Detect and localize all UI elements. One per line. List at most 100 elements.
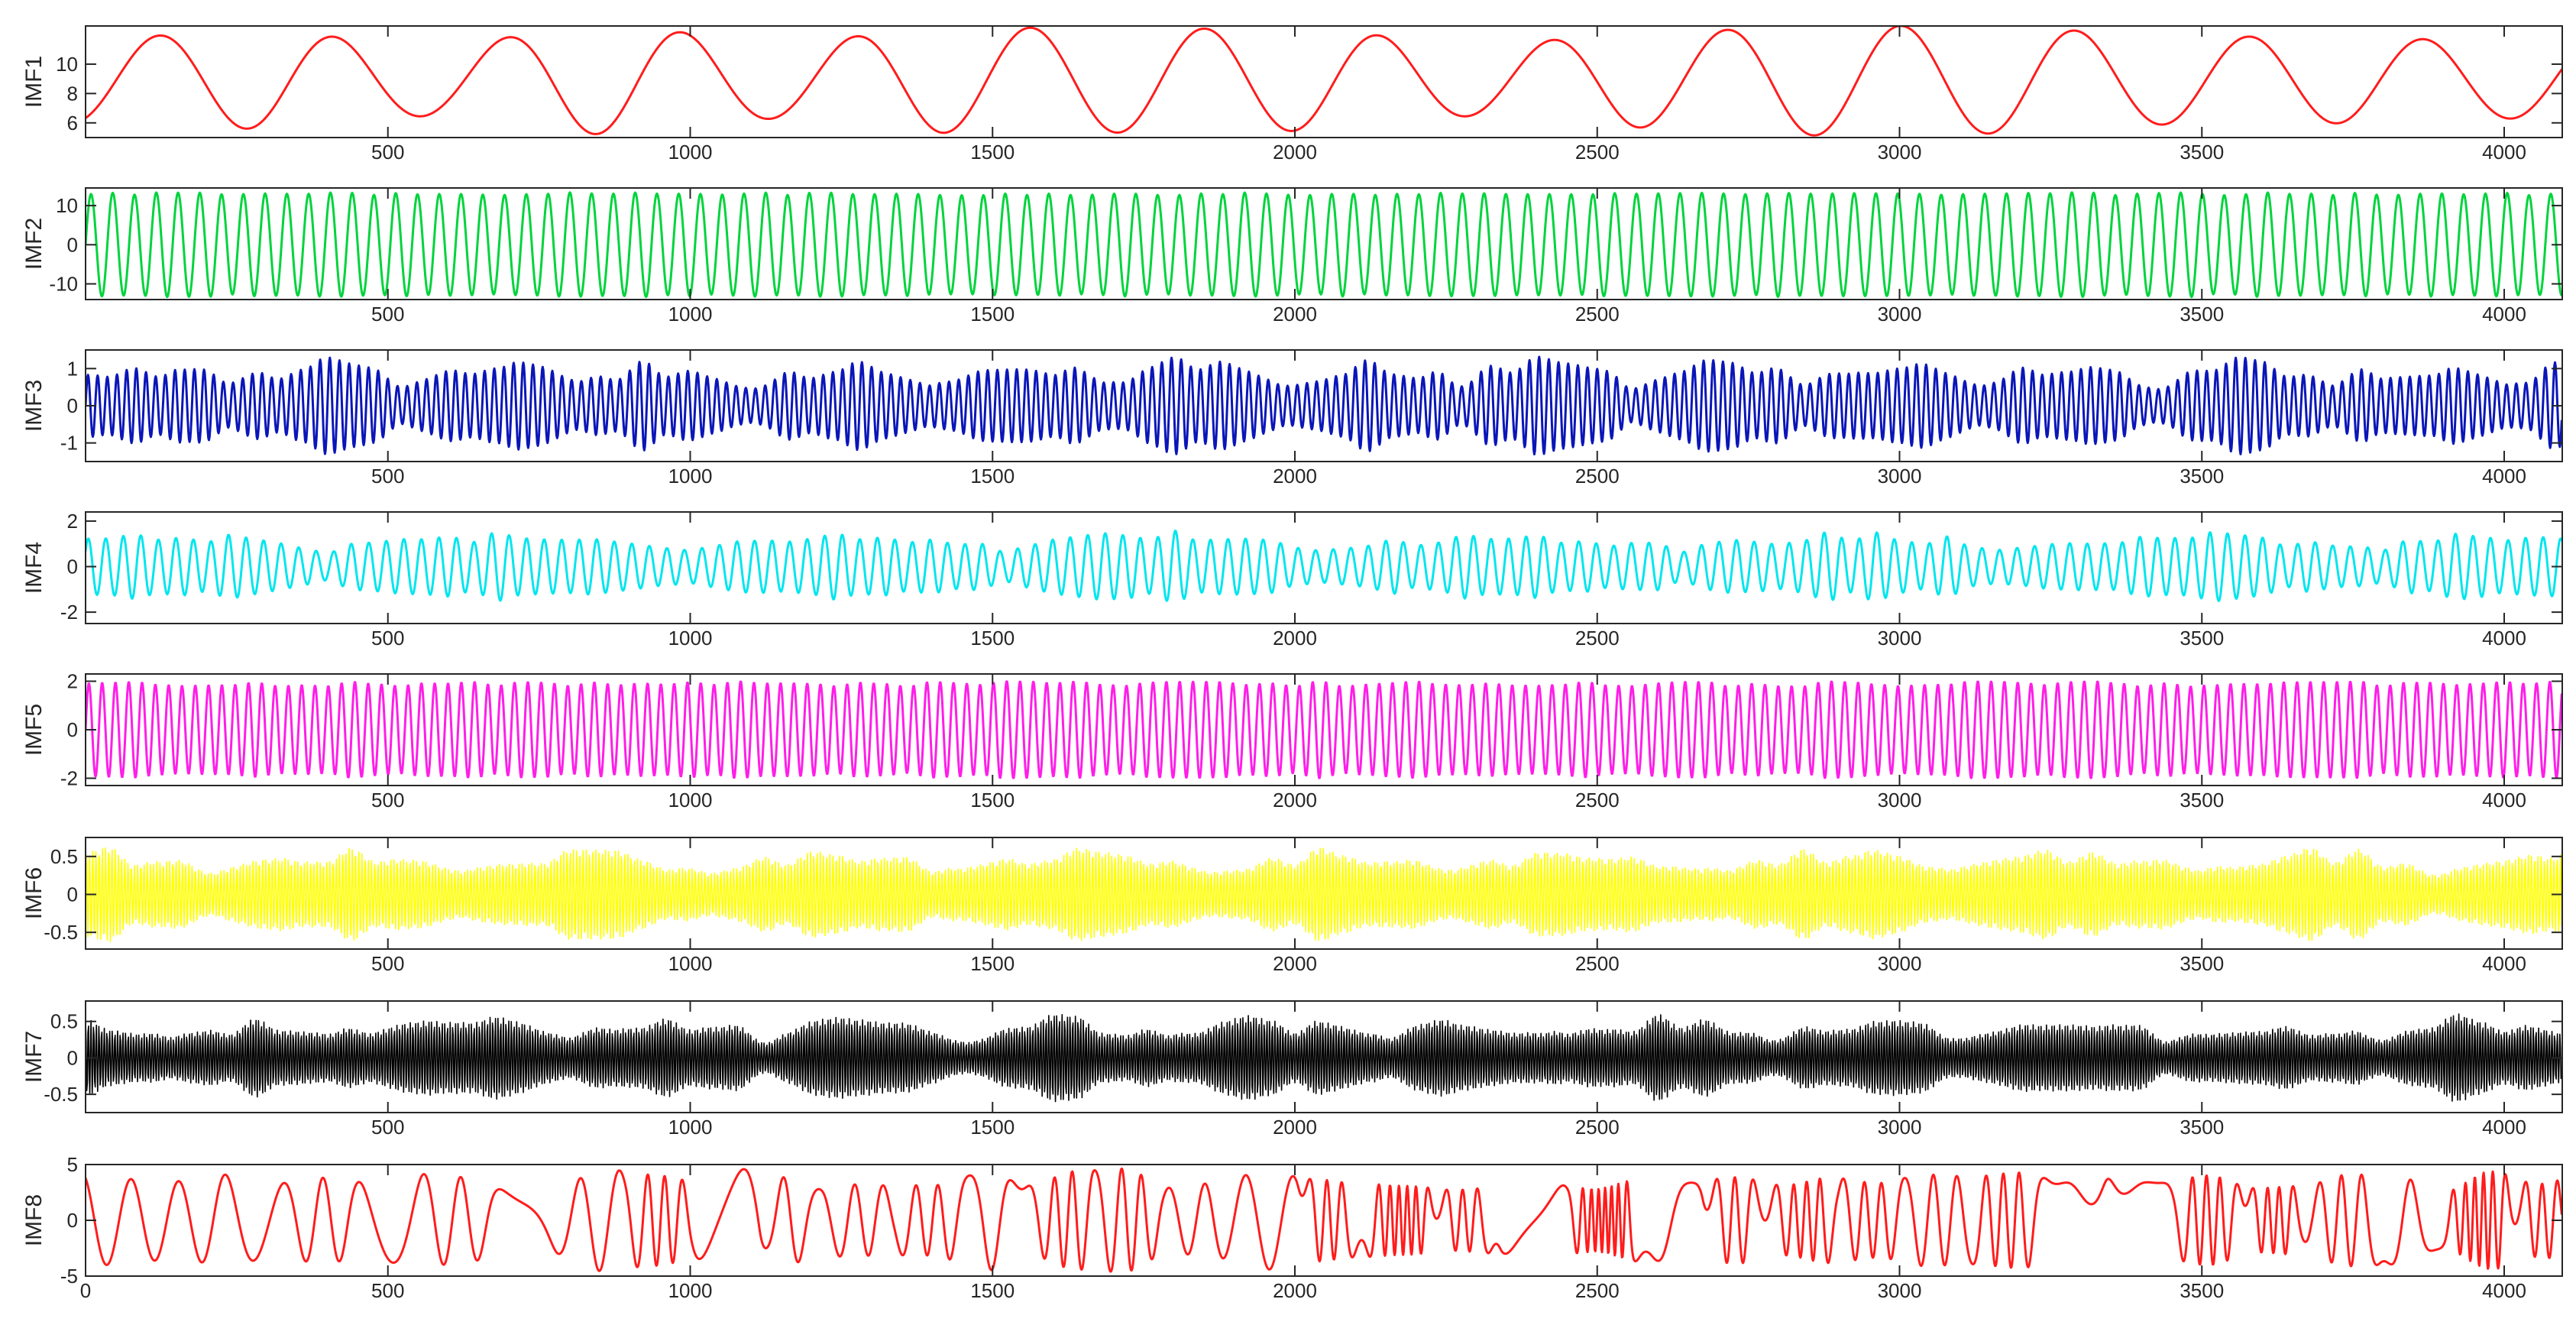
imf-panel: 500 1000 1500 2000 2500 3000 3500 4000 -2 0 2 IMF5: [21, 670, 2563, 812]
x-tick-label: 2500: [1575, 952, 1620, 975]
x-tick-label: 2500: [1575, 141, 1620, 164]
y-axis-label: IMF7: [21, 1031, 47, 1083]
x-tick-label: 1500: [970, 303, 1015, 326]
x-tick-label: 3000: [1878, 952, 1922, 975]
y-tick-label: 2: [67, 670, 78, 693]
x-tick-label: 4000: [2482, 952, 2526, 975]
y-tick-label: -10: [49, 273, 78, 296]
x-tick-label: 3000: [1878, 627, 1922, 650]
x-tick-label: 2500: [1575, 627, 1620, 650]
x-tick-label: 3000: [1878, 141, 1922, 164]
x-tick-label: 500: [371, 1279, 404, 1302]
x-tick-label: 3500: [2180, 303, 2224, 326]
x-tick-label: 1500: [970, 1279, 1015, 1302]
x-tick-label: 4000: [2482, 303, 2526, 326]
x-tick-label: 500: [371, 465, 404, 488]
x-tick-label: 2000: [1273, 141, 1317, 164]
y-tick-label: 0: [67, 233, 78, 256]
y-tick-label: 0.5: [50, 1010, 78, 1033]
x-tick-label: 500: [371, 627, 404, 650]
axes-frame: [85, 837, 2563, 950]
y-tick-label: 6: [67, 112, 78, 134]
series-line: [86, 530, 2562, 602]
imf-panel: 500 1000 1500 2000 2500 3000 3500 4000 -10 0 10 IMF…: [21, 187, 2563, 326]
y-tick-label: -2: [60, 601, 78, 624]
x-tick-label: 4000: [2482, 1116, 2526, 1139]
x-tick-label: 2000: [1273, 465, 1317, 488]
x-tick-label: 3500: [2180, 1279, 2224, 1302]
x-tick-label: 1500: [970, 789, 1015, 812]
series-line: [86, 847, 2562, 942]
axes-frame: [85, 187, 2563, 300]
y-tick-label: 0.5: [50, 845, 78, 868]
x-tick-label: 4000: [2482, 465, 2526, 488]
x-tick-label: 2000: [1273, 1116, 1317, 1139]
x-tick-label: 500: [371, 1116, 404, 1139]
series-line: [86, 1013, 2562, 1103]
y-tick-label: 5: [67, 1153, 78, 1176]
x-tick-label: 1000: [668, 789, 713, 812]
y-axis-label: IMF6: [21, 867, 47, 919]
y-tick-label: 8: [67, 82, 78, 105]
x-tick-label: 1500: [970, 465, 1015, 488]
x-tick-label: 2500: [1575, 465, 1620, 488]
y-tick-label: 0: [67, 394, 78, 417]
y-tick-label: 0: [67, 1209, 78, 1232]
y-tick-label: -1: [60, 432, 78, 455]
y-axis-label: IMF8: [21, 1194, 47, 1246]
x-tick-label: 4000: [2482, 627, 2526, 650]
imf-panels: 500 1000 1500 2000 2500 3000 3500 40006810IMF15…: [21, 25, 2563, 1302]
x-tick-label: 1500: [970, 1116, 1015, 1139]
x-tick-label: 3000: [1878, 303, 1922, 326]
x-tick-label: 4000: [2482, 1279, 2526, 1302]
x-tick-label: 1000: [668, 303, 713, 326]
x-tick-label: 3500: [2180, 952, 2224, 975]
x-tick-label: 2000: [1273, 1279, 1317, 1302]
x-tick-label: 3500: [2180, 627, 2224, 650]
y-tick-label: 0: [67, 883, 78, 905]
x-tick-label: 1000: [668, 627, 713, 650]
imf-panel: 500 1000 1500 2000 2500 3000 3500 4000 -2 0 2 IMF4: [21, 510, 2563, 650]
series-line: [86, 355, 2562, 455]
y-tick-label: -5: [60, 1265, 78, 1288]
x-tick-label: 500: [371, 141, 404, 164]
y-tick-label: 10: [56, 53, 78, 76]
y-tick-label: 0: [67, 718, 78, 741]
x-tick-label: 500: [371, 952, 404, 975]
imf-panel: 500 1000 1500 2000 2500 3000 3500 4000 6 8 10 IMF1: [21, 25, 2563, 164]
y-axis-label: IMF4: [21, 542, 47, 594]
y-tick-label: 1: [67, 357, 78, 380]
x-tick-label: 3500: [2180, 789, 2224, 812]
x-tick-label: 1000: [668, 952, 713, 975]
series-line: [86, 680, 2562, 779]
x-tick-label: 1000: [668, 141, 713, 164]
x-tick-label: 1500: [970, 627, 1015, 650]
y-axis-label: IMF1: [21, 56, 47, 108]
x-tick-label: 500: [371, 303, 404, 326]
x-tick-label: 3500: [2180, 465, 2224, 488]
y-tick-label: 2: [67, 510, 78, 533]
x-tick-label: 3000: [1878, 1116, 1922, 1139]
series-line: [86, 26, 2562, 137]
y-axis-label: IMF3: [21, 380, 47, 432]
x-tick-label: 4000: [2482, 141, 2526, 164]
x-tick-label: 3500: [2180, 141, 2224, 164]
y-tick-label: -2: [60, 766, 78, 789]
x-tick-label: 2500: [1575, 303, 1620, 326]
x-tick-label: 4000: [2482, 789, 2526, 812]
series-line: [86, 191, 2562, 299]
x-tick-label: 3500: [2180, 1116, 2224, 1139]
x-tick-label: 2500: [1575, 1116, 1620, 1139]
x-tick-label: 1000: [668, 465, 713, 488]
y-tick-label: 10: [56, 194, 78, 217]
y-tick-label: 0: [67, 1046, 78, 1069]
imf-panel: 500 1000 1500 2000 2500 3000 3500 4000 -1 0 1 IMF3: [21, 349, 2563, 488]
axes-frame: [85, 25, 2563, 138]
x-tick-label: 2000: [1273, 627, 1317, 650]
x-tick-label: 500: [371, 789, 404, 812]
y-tick-label: 0: [67, 556, 78, 578]
series-line: [86, 1167, 2562, 1273]
